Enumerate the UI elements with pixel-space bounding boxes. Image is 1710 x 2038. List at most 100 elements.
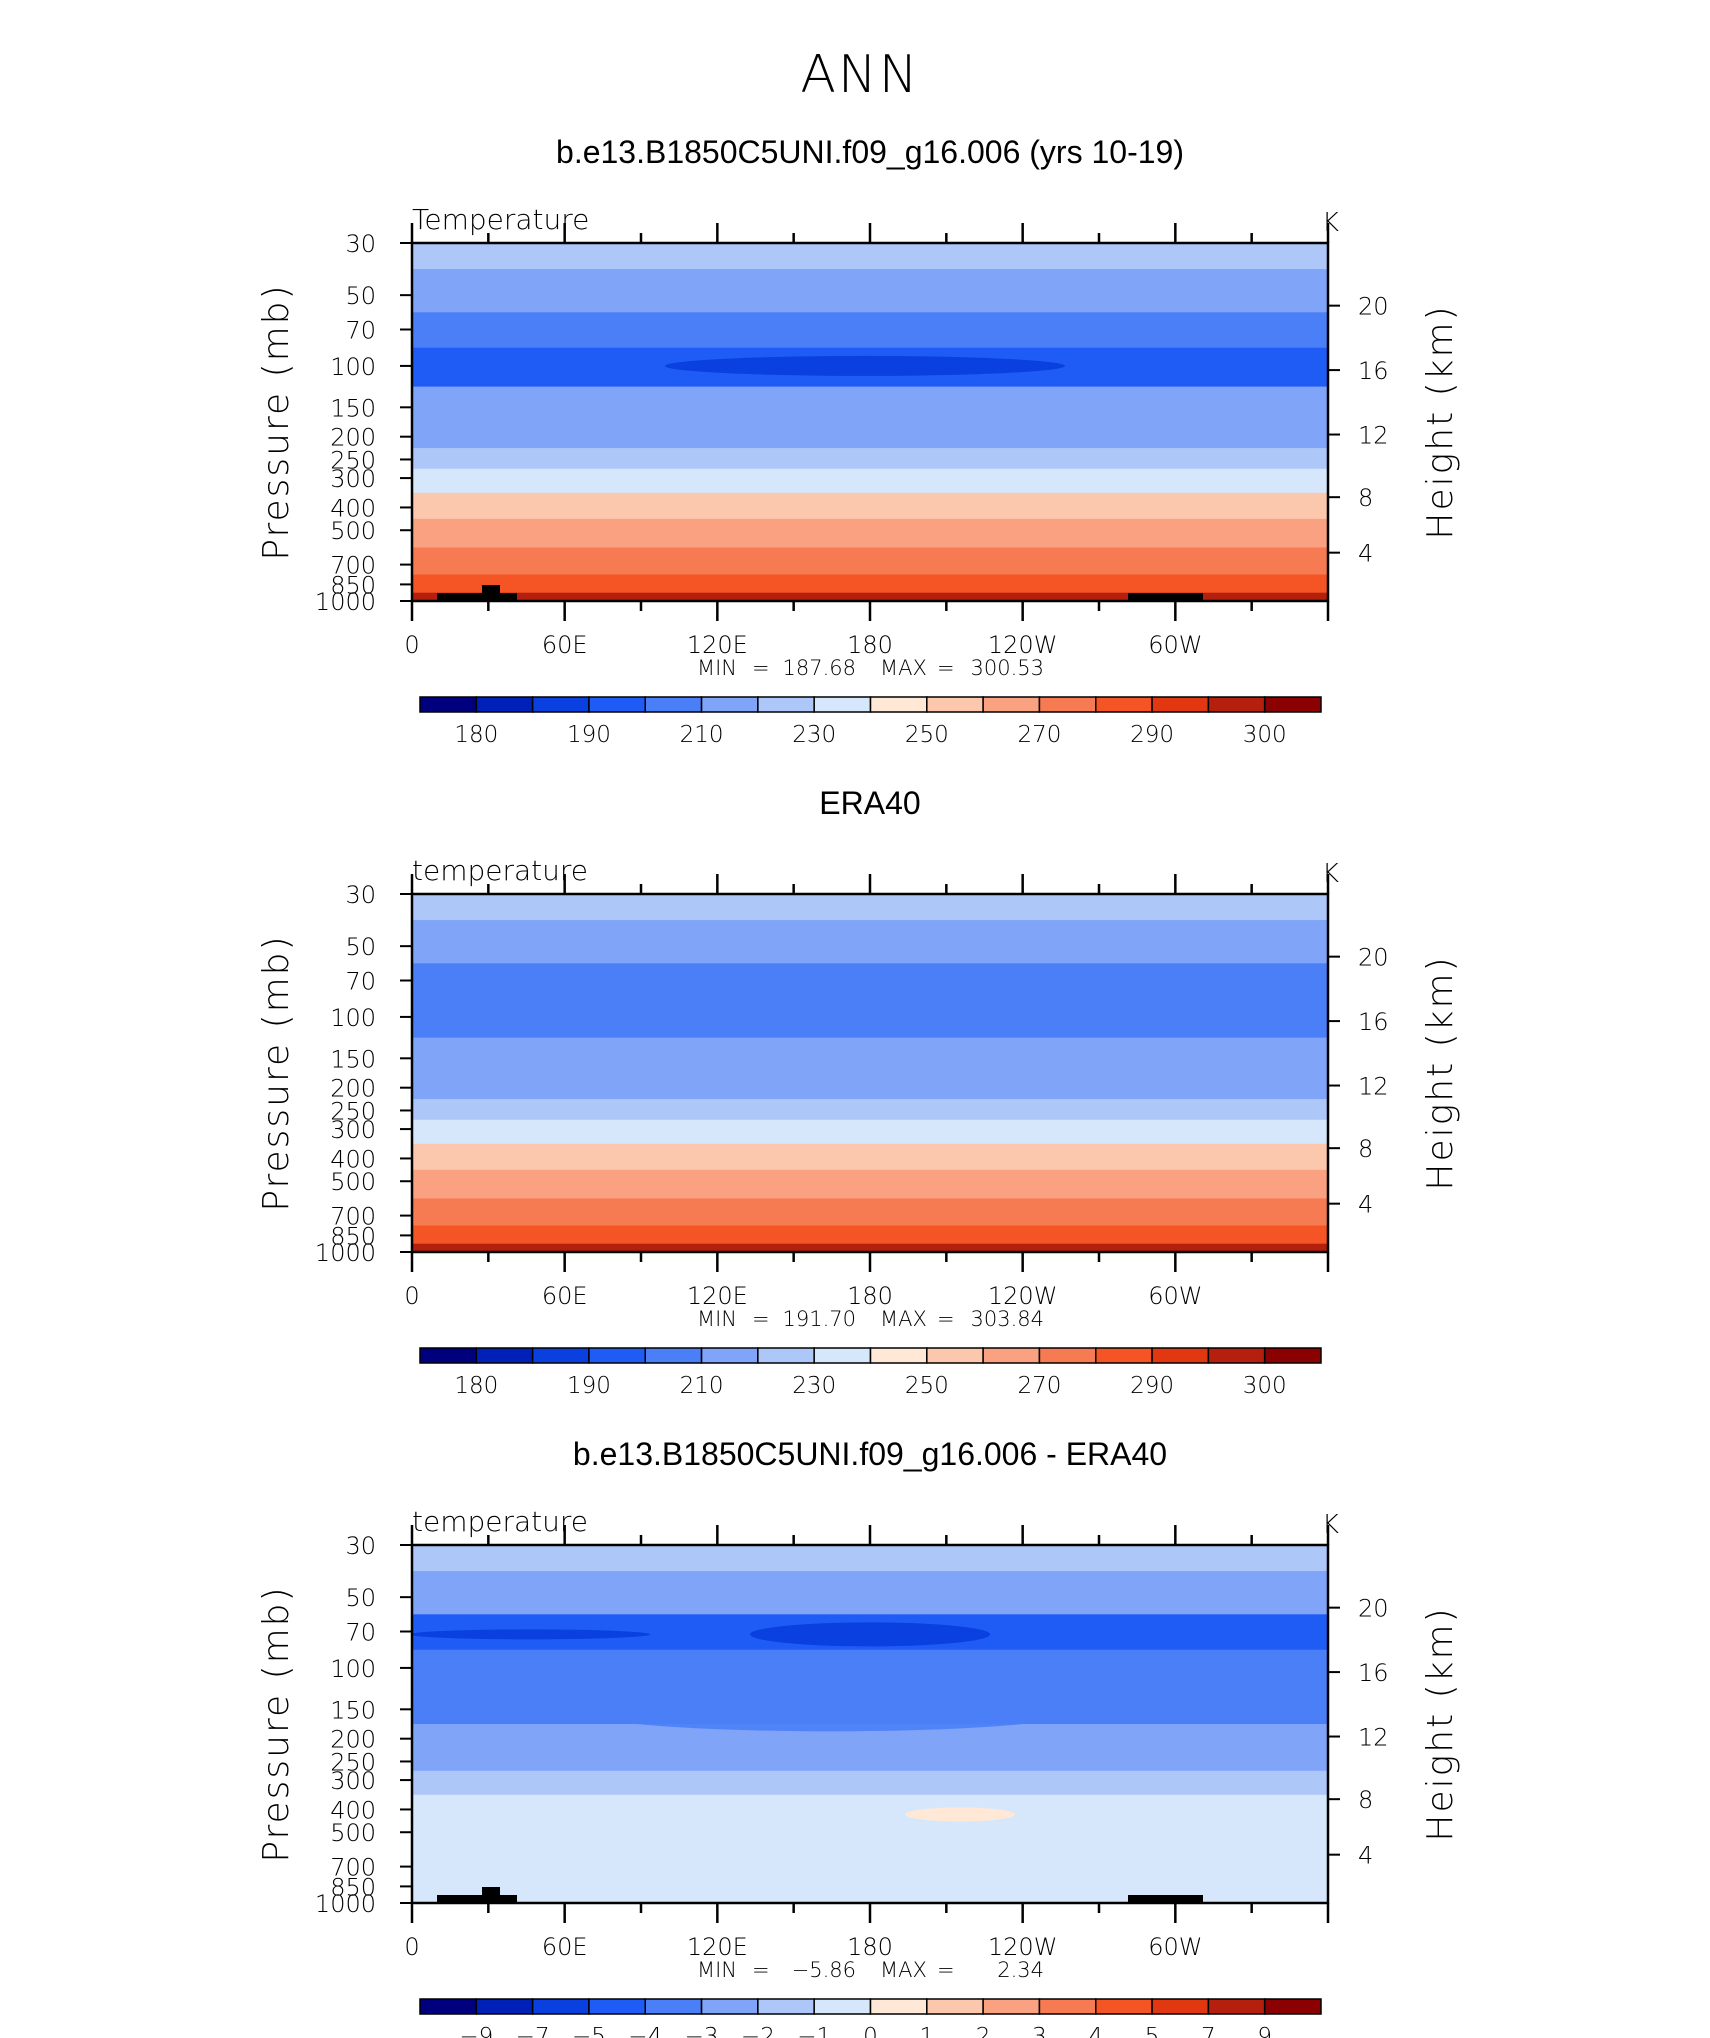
colorbar-box (926, 696, 984, 713)
stat-max-label: MAX (880, 1958, 927, 1982)
contour-band (412, 1243, 1328, 1252)
stat-max-eq: = (937, 1958, 955, 1982)
pressure-tick-label: 50 (345, 1584, 376, 1612)
colorbar-box (1095, 1347, 1153, 1364)
colorbar-label: 250 (905, 1373, 949, 1399)
pressure-tick-label: 300 (330, 465, 376, 493)
colorbar-label: 290 (1130, 1373, 1174, 1399)
pressure-tick-label: 100 (330, 353, 376, 381)
colorbar-box (644, 696, 703, 713)
pressure-tick-label: 400 (330, 494, 376, 522)
pressure-tick-label: 70 (345, 968, 376, 996)
stat-max-value: 2.34 (997, 1958, 1044, 1982)
colorbar-box (1263, 1347, 1322, 1364)
pressure-tick-label: 30 (345, 230, 376, 258)
y-axis-title: Pressure (mb) (256, 283, 297, 560)
colorbar-box (419, 1998, 478, 2015)
x-tick-label: 60E (542, 1282, 588, 1310)
pressure-tick-label: 700 (330, 1854, 376, 1882)
contour-band (412, 518, 1328, 549)
colorbar-label: 3 (1032, 2024, 1047, 2038)
panel-title: ERA40 (819, 785, 920, 821)
pressure-tick-label: 300 (330, 1767, 376, 1795)
contour-band (412, 1849, 1328, 1878)
contour-band (412, 1770, 1328, 1796)
stat-min-label: MIN (697, 1958, 737, 1982)
pressure-tick-label: 150 (330, 1696, 376, 1724)
pressure-tick-label: 300 (330, 1116, 376, 1144)
stat-max-eq: = (937, 1307, 955, 1331)
colorbar-label: 9 (1257, 2024, 1272, 2038)
contour-field (412, 894, 1328, 1252)
y-axis-title-right: Height (km) (1420, 304, 1461, 539)
contour-band (412, 1037, 1328, 1074)
colorbar-box (475, 1347, 534, 1364)
pressure-tick-label: 850 (330, 1222, 376, 1250)
pressure-tick-label: 50 (345, 933, 376, 961)
contour-band (412, 1820, 1328, 1851)
panel-title: b.e13.B1850C5UNI.f09_g16.006 (yrs 10-19) (556, 134, 1184, 170)
contour-band (412, 574, 1328, 594)
contour-band (412, 468, 1328, 494)
colorbar-box (588, 696, 646, 713)
stat-min-value: 191.70 (783, 1307, 856, 1331)
pressure-tick-label: 500 (330, 1168, 376, 1196)
pressure-tick-label: 1000 (315, 1239, 376, 1267)
colorbar-label: 290 (1130, 722, 1174, 748)
x-tick-label: 60E (542, 631, 588, 659)
colorbar-label: 210 (680, 722, 724, 748)
units-label: K (1322, 1510, 1339, 1540)
contour-band (412, 1119, 1328, 1145)
cold-anomaly-contour (750, 1622, 990, 1647)
units-label: K (1322, 859, 1339, 889)
contour-band (412, 1143, 1328, 1171)
x-tick-label: 120E (687, 1282, 748, 1310)
page-title: ANN (800, 45, 919, 105)
pressure-tick-label: 1000 (315, 588, 376, 616)
colorbar-box (1038, 696, 1097, 713)
x-tick-label: 180 (847, 631, 893, 659)
colorbar-label: 2 (976, 2024, 991, 2038)
contour-band (412, 1894, 1328, 1903)
pressure-tick-label: 70 (345, 317, 376, 345)
x-tick-label: 0 (404, 1933, 419, 1961)
stat-min-eq: = (752, 656, 770, 680)
contour-field (412, 1545, 1328, 1903)
variable-label: temperature (412, 1505, 588, 1538)
height-tick-label: 20 (1358, 944, 1389, 972)
height-tick-label: 16 (1358, 357, 1389, 385)
colorbar-box (419, 1347, 478, 1364)
colorbar-label: 210 (680, 1373, 724, 1399)
colorbar-label: 190 (567, 722, 611, 748)
pressure-tick-label: 500 (330, 517, 376, 545)
colorbar-box (1151, 1998, 1210, 2015)
colorbar-label: 190 (567, 1373, 611, 1399)
colorbar-box (1151, 696, 1210, 713)
contour-band (412, 448, 1328, 470)
colorbar-label: 300 (1243, 722, 1287, 748)
colorbar-box (1263, 696, 1322, 713)
colorbar-label: 4 (1088, 2024, 1103, 2038)
contour-band (412, 592, 1328, 601)
contour-field (412, 243, 1328, 601)
height-tick-label: 12 (1358, 1073, 1389, 1101)
colorbar-box (869, 1347, 928, 1364)
colorbar-box (700, 696, 759, 713)
colorbar-label: 270 (1017, 1373, 1061, 1399)
x-tick-label: 60W (1148, 631, 1202, 659)
contour-band (412, 269, 1328, 314)
colorbar-label: 230 (792, 722, 836, 748)
height-tick-label: 4 (1358, 1191, 1373, 1219)
pressure-tick-label: 30 (345, 881, 376, 909)
stat-min-label: MIN (697, 656, 737, 680)
stat-max-value: 303.84 (971, 1307, 1044, 1331)
stat-min-label: MIN (697, 1307, 737, 1331)
x-tick-label: 120W (988, 631, 1058, 659)
height-tick-label: 4 (1358, 540, 1373, 568)
colorbar-label: 0 (863, 2024, 878, 2038)
x-tick-label: 60W (1148, 1933, 1202, 1961)
pressure-tick-label: 30 (345, 1532, 376, 1560)
topography (1128, 593, 1203, 601)
pressure-tick-label: 250 (330, 1748, 376, 1776)
